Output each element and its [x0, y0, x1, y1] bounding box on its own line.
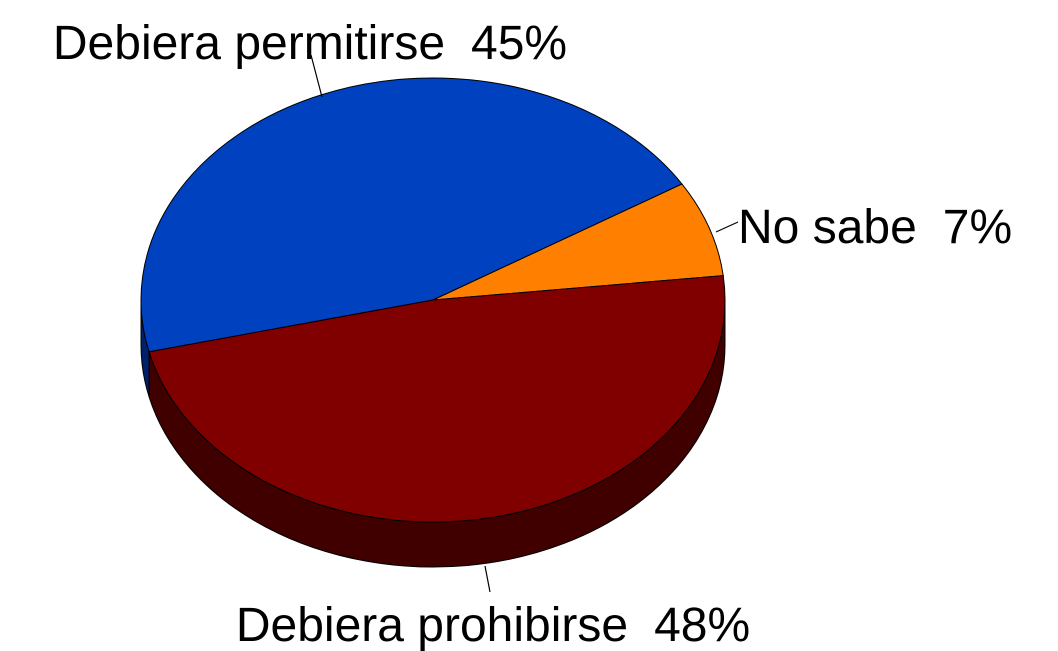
- leader-line: [715, 221, 739, 233]
- pie: [140, 77, 726, 568]
- slice-label: No sabe 7%: [738, 201, 1012, 254]
- category-label: Debiera prohibirse: [236, 599, 628, 651]
- leader-line: [484, 565, 491, 593]
- slice: [148, 275, 726, 523]
- value-label: 7%: [943, 201, 1012, 254]
- category-label: Debiera permitirse: [53, 17, 445, 70]
- slice-label: Debiera prohibirse 48%: [236, 599, 750, 651]
- value-label: 45%: [471, 17, 567, 70]
- slice: [432, 183, 724, 301]
- leader-line: [310, 54, 323, 98]
- category-label: No sabe: [738, 201, 917, 254]
- value-label: 48%: [654, 599, 750, 651]
- slice-label: Debiera permitirse 45%: [53, 17, 567, 70]
